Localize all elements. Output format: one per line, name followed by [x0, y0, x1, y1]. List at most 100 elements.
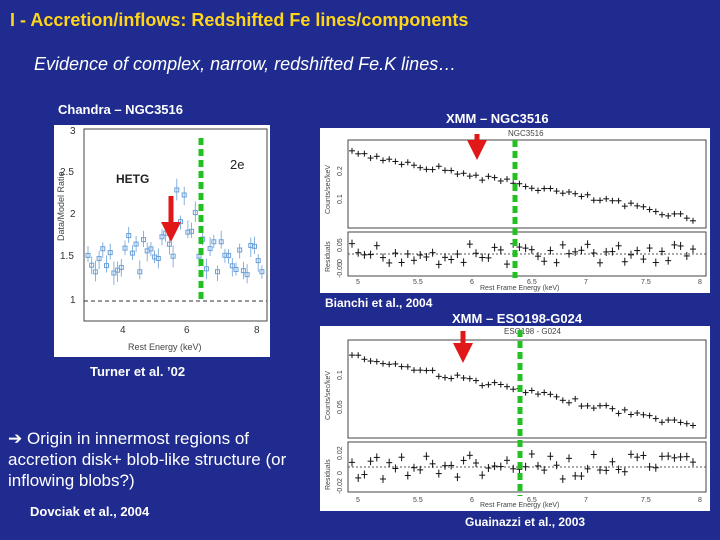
residual-point	[659, 452, 665, 461]
dovciak-reference: Dovciak et al., 2004	[30, 504, 150, 519]
residual-point	[535, 461, 541, 470]
ytick: 0.2	[337, 166, 344, 176]
residual-point	[559, 474, 566, 483]
ytick: 0.1	[337, 370, 344, 380]
data-point	[609, 405, 616, 412]
residual-point	[479, 471, 486, 480]
residual-point	[380, 253, 386, 262]
residual-point	[547, 246, 554, 255]
residual-point	[640, 451, 647, 460]
data-point	[429, 166, 436, 173]
data-point	[174, 178, 180, 201]
data-point	[218, 230, 224, 249]
data-point	[429, 367, 436, 374]
data-point	[423, 166, 430, 173]
data-point	[233, 262, 239, 276]
residual-point	[609, 457, 616, 466]
ytick: 2.5	[60, 167, 74, 178]
data-point	[615, 410, 622, 417]
data-point	[621, 203, 628, 210]
data-point	[572, 190, 579, 197]
ytick: 0.05	[337, 400, 344, 414]
residual-point	[584, 464, 591, 473]
residual-point	[392, 249, 399, 258]
residual-point	[541, 466, 548, 475]
data-point	[404, 159, 411, 166]
data-point	[129, 245, 135, 261]
xtick: 7	[584, 497, 588, 504]
residual-point	[349, 458, 355, 467]
data-point	[349, 352, 355, 359]
residual-point	[690, 245, 696, 254]
residual-point	[435, 260, 442, 269]
residual-point	[603, 466, 610, 475]
ytick: 1	[70, 295, 76, 306]
xmm-eso198-svg: ESO198 - G024 Counts/sec/keV Residuals 0…	[325, 327, 707, 509]
data-point	[367, 358, 374, 365]
data-point	[665, 417, 672, 424]
residual-point	[522, 244, 529, 253]
data-point	[547, 185, 554, 192]
data-point	[181, 186, 187, 206]
xtick: 8	[698, 279, 702, 286]
data-point	[252, 236, 257, 254]
data-point	[510, 386, 517, 393]
data-point	[566, 188, 572, 195]
residual-point	[448, 255, 455, 264]
data-point	[226, 249, 232, 264]
data-point	[671, 417, 678, 424]
data-point	[411, 162, 417, 169]
data-point	[404, 363, 411, 370]
ylabel-top: Counts/sec/keV	[325, 371, 332, 420]
residual-point	[590, 249, 597, 258]
xtick: 4	[120, 325, 126, 336]
residual-point	[597, 258, 603, 267]
data-point	[215, 265, 220, 281]
xmm-eso198-plot: ESO198 - G024 Counts/sec/keV Residuals 0…	[320, 326, 710, 511]
data-point	[603, 402, 610, 409]
data-point	[479, 177, 486, 184]
xtick: 6.5	[527, 279, 537, 286]
data-point	[621, 406, 628, 413]
data-point	[96, 250, 102, 270]
data-point	[361, 150, 368, 157]
residual-point	[454, 473, 461, 482]
data-point	[572, 395, 579, 402]
residual-point	[473, 249, 479, 258]
data-point	[671, 210, 678, 217]
residual-point	[398, 258, 405, 267]
data-point	[553, 188, 560, 195]
data-point	[244, 264, 250, 284]
residual-point	[603, 247, 610, 256]
data-point	[100, 242, 106, 258]
residual-point	[690, 458, 696, 467]
data-point	[652, 415, 659, 422]
residual-point	[634, 246, 641, 255]
data-point	[553, 393, 560, 400]
residual-point	[609, 247, 616, 256]
data-point	[380, 157, 386, 164]
residual-point	[615, 465, 622, 474]
data-point	[85, 246, 91, 263]
ylabel-top: Counts/sec/keV	[325, 165, 332, 214]
residual-point	[671, 240, 678, 249]
data-point	[479, 382, 486, 389]
ytick: 3	[70, 126, 76, 137]
xlabel: Rest Frame Energy (keV)	[480, 285, 559, 292]
data-point	[442, 167, 448, 174]
ylabel-bottom: Residuals	[325, 241, 332, 272]
xlabel: Rest Frame Energy (keV)	[480, 502, 559, 509]
ylabel-bottom: Residuals	[325, 459, 332, 490]
residual-point	[621, 467, 628, 476]
data-point	[355, 352, 362, 359]
xtick: 7.5	[641, 279, 651, 286]
data-point	[122, 240, 128, 256]
data-point	[528, 185, 535, 192]
ytick: -0.02	[337, 478, 344, 494]
data-point	[107, 243, 113, 260]
data-point	[473, 172, 479, 179]
data-points	[85, 178, 265, 285]
data-point	[640, 203, 647, 210]
residual-point	[665, 452, 672, 461]
residual-point	[473, 459, 479, 468]
